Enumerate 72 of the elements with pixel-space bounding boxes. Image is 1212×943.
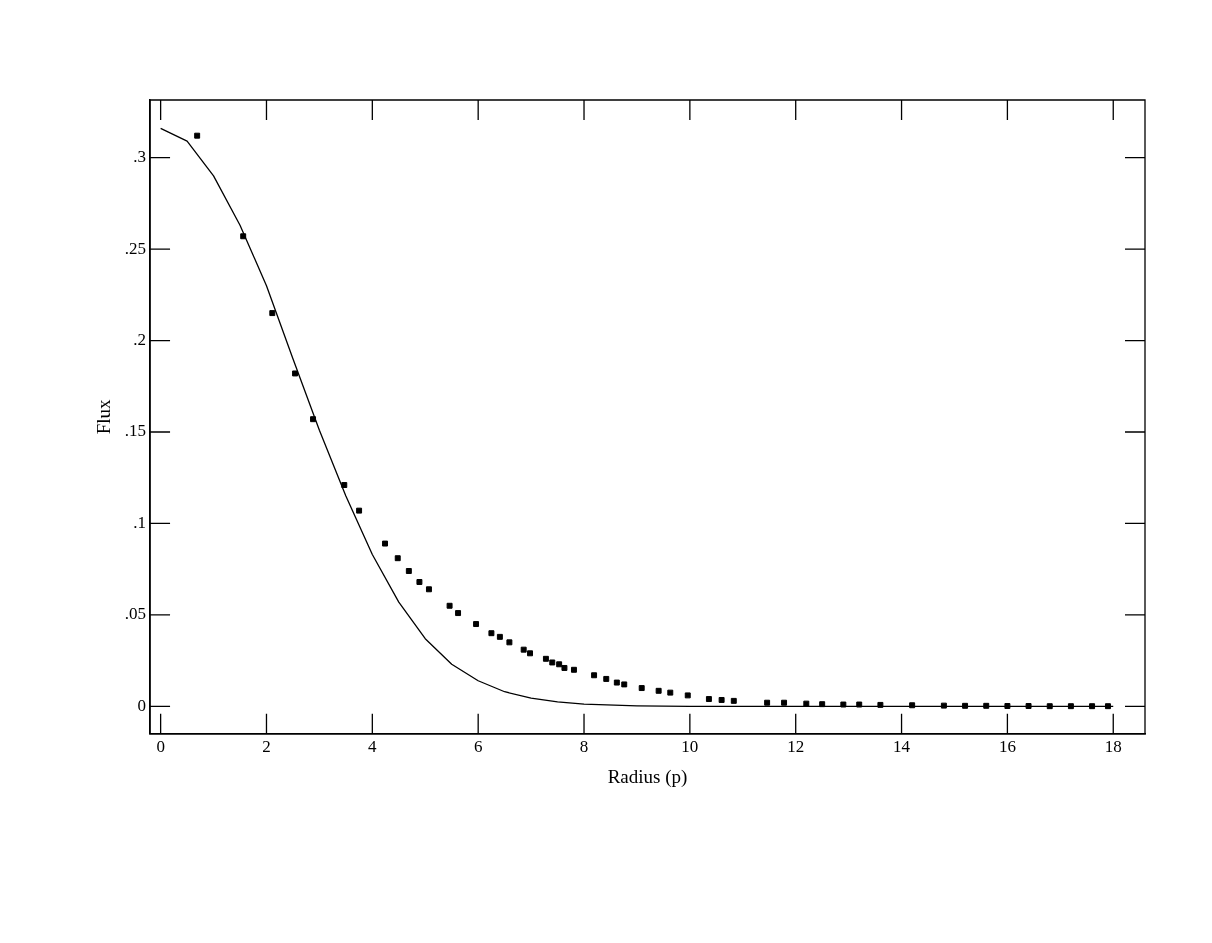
point <box>856 701 863 708</box>
point <box>764 699 771 706</box>
point <box>613 679 620 686</box>
point <box>556 661 563 668</box>
point <box>940 702 947 709</box>
point <box>1104 703 1111 710</box>
y-tick-label: .25 <box>124 238 147 258</box>
x-tick-label: 10 <box>681 737 699 757</box>
point <box>781 699 788 706</box>
y-tick-label: .2 <box>133 330 147 349</box>
point <box>1067 703 1074 710</box>
point <box>1025 703 1032 709</box>
point <box>520 646 527 653</box>
point <box>488 630 495 637</box>
x-tick-label: 4 <box>368 737 378 757</box>
y-tick-label: 0 <box>137 695 147 715</box>
point <box>405 568 412 574</box>
point <box>570 666 577 673</box>
point <box>455 610 462 617</box>
point <box>705 696 712 703</box>
point <box>341 482 348 489</box>
y-tick-label: .1 <box>133 512 147 532</box>
point <box>909 702 916 709</box>
point <box>603 675 610 682</box>
x-tick-label: 6 <box>473 737 483 757</box>
point <box>840 701 847 708</box>
point <box>591 672 598 679</box>
point <box>621 681 628 688</box>
point <box>819 701 826 708</box>
point <box>446 602 453 609</box>
point <box>655 687 662 694</box>
point <box>549 659 556 666</box>
x-tick-label: 18 <box>1104 737 1122 757</box>
point <box>527 650 534 657</box>
point <box>496 633 503 640</box>
y-tick-label: .3 <box>133 147 147 167</box>
point <box>667 689 674 696</box>
point <box>382 540 388 547</box>
point <box>269 310 276 317</box>
point <box>292 370 299 377</box>
y-axis-title: Flux <box>93 398 115 435</box>
point <box>240 233 247 240</box>
x-tick-label: 16 <box>998 737 1016 757</box>
x-tick-label: 8 <box>579 737 589 757</box>
point <box>638 685 645 692</box>
point <box>394 555 401 562</box>
point <box>1004 703 1011 709</box>
point <box>310 416 317 423</box>
point <box>542 655 549 662</box>
point <box>416 579 423 585</box>
x-tick-label: 12 <box>787 737 805 757</box>
point <box>506 639 513 646</box>
point <box>1046 703 1053 710</box>
x-tick-label: 14 <box>893 737 911 757</box>
point <box>561 664 568 671</box>
point <box>473 621 480 628</box>
point <box>194 132 201 139</box>
y-tick-label: .15 <box>124 421 147 441</box>
point <box>983 702 990 709</box>
point <box>803 700 810 707</box>
point <box>356 507 363 514</box>
point <box>1089 703 1096 710</box>
x-axis-title: Radius (p) <box>607 765 688 788</box>
x-tick-label: 2 <box>262 737 271 757</box>
point <box>718 696 725 703</box>
point <box>730 697 737 704</box>
point <box>684 692 691 699</box>
point <box>962 702 969 709</box>
y-tick-label: .05 <box>124 604 147 624</box>
point <box>425 586 432 593</box>
x-tick-label: 0 <box>156 737 165 757</box>
point <box>877 701 884 708</box>
